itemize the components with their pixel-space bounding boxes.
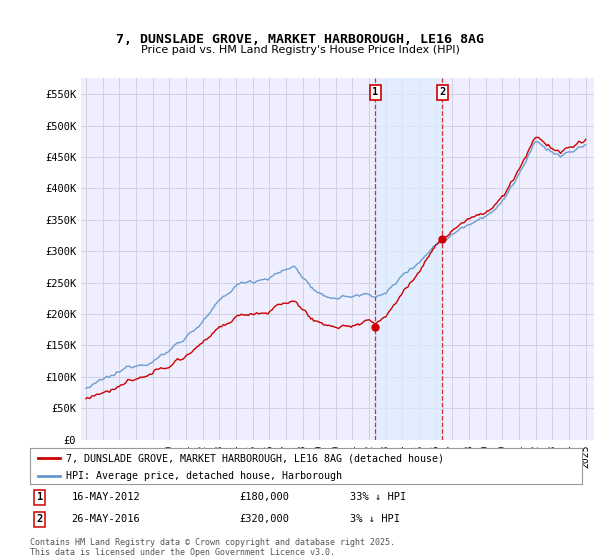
- Text: 1: 1: [373, 87, 379, 97]
- Text: 26-MAY-2016: 26-MAY-2016: [71, 514, 140, 524]
- Text: Contains HM Land Registry data © Crown copyright and database right 2025.
This d: Contains HM Land Registry data © Crown c…: [30, 538, 395, 557]
- Text: 3% ↓ HPI: 3% ↓ HPI: [350, 514, 400, 524]
- Text: 2: 2: [37, 514, 43, 524]
- Text: £180,000: £180,000: [240, 492, 290, 502]
- Text: HPI: Average price, detached house, Harborough: HPI: Average price, detached house, Harb…: [66, 472, 342, 482]
- Text: 33% ↓ HPI: 33% ↓ HPI: [350, 492, 406, 502]
- Bar: [376, 78, 442, 440]
- Text: 16-MAY-2012: 16-MAY-2012: [71, 492, 140, 502]
- Text: 7, DUNSLADE GROVE, MARKET HARBOROUGH, LE16 8AG: 7, DUNSLADE GROVE, MARKET HARBOROUGH, LE…: [116, 32, 484, 46]
- Text: 2: 2: [439, 87, 446, 97]
- Text: 7, DUNSLADE GROVE, MARKET HARBOROUGH, LE16 8AG (detached house): 7, DUNSLADE GROVE, MARKET HARBOROUGH, LE…: [66, 453, 444, 463]
- Text: £320,000: £320,000: [240, 514, 290, 524]
- Text: 1: 1: [37, 492, 43, 502]
- Text: Price paid vs. HM Land Registry's House Price Index (HPI): Price paid vs. HM Land Registry's House …: [140, 45, 460, 55]
